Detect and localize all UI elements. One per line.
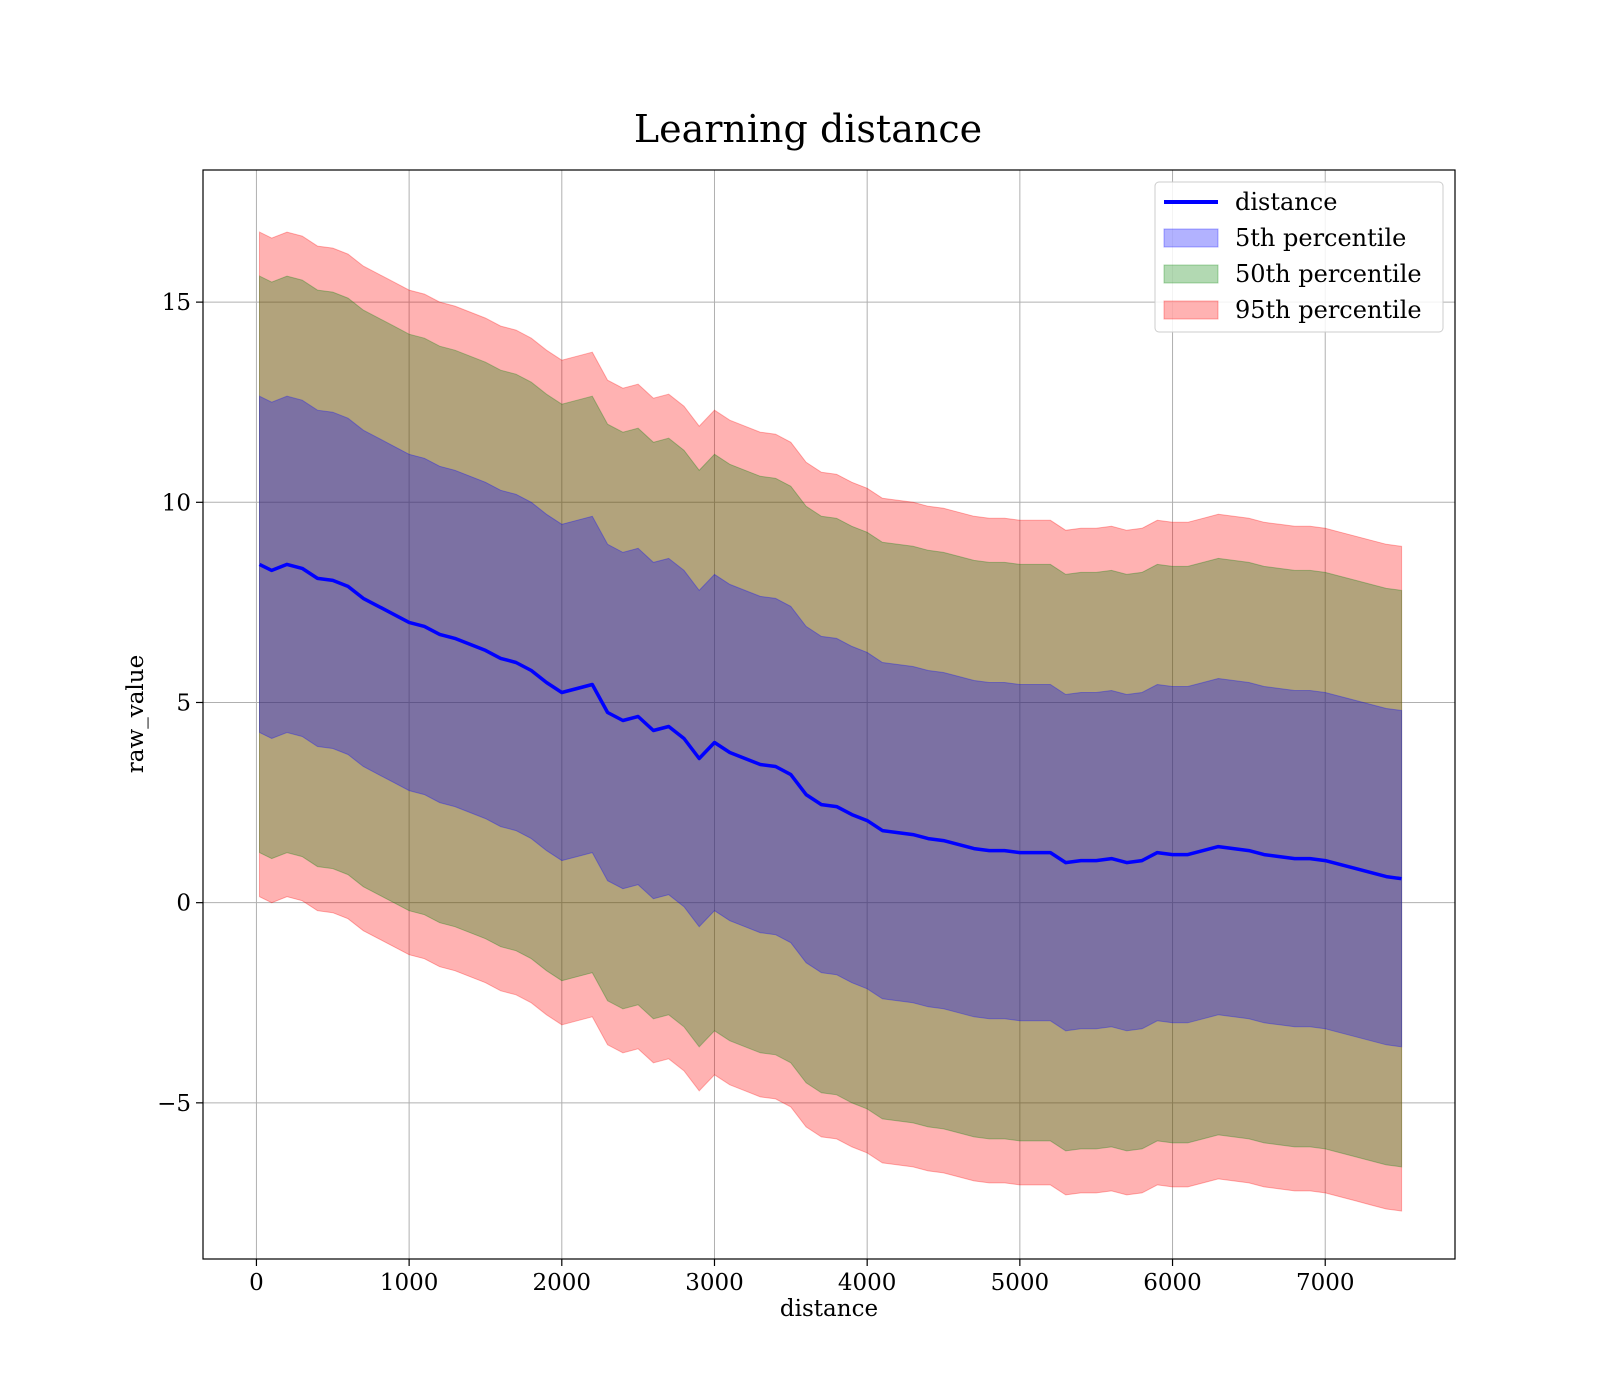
- x-tick-label: 3000: [685, 1270, 744, 1296]
- y-tick-label: 15: [162, 290, 191, 316]
- legend-50th-swatch: [1163, 264, 1219, 284]
- legend-box: [1154, 181, 1444, 333]
- legend-50th-label: 50th percentile: [1235, 260, 1422, 288]
- x-tick-label: 7000: [1296, 1270, 1355, 1296]
- legend-5th-label: 5th percentile: [1235, 224, 1406, 252]
- chart-title: Learning distance: [634, 107, 982, 151]
- y-tick-label: −5: [157, 1091, 191, 1117]
- distance-line: [258, 562, 1402, 881]
- legend-distance-label: distance: [1235, 188, 1337, 216]
- legend-95th-label: 95th percentile: [1235, 296, 1422, 324]
- y-axis-label: raw_value: [123, 655, 149, 773]
- x-tick-label: 4000: [838, 1270, 897, 1296]
- percentile-bands: [259, 231, 1403, 1212]
- y-tick-label: 5: [176, 690, 191, 716]
- y-tick-label: 10: [162, 490, 191, 516]
- plot-area-frame: [202, 169, 1456, 1260]
- x-tick-label: 5000: [991, 1270, 1050, 1296]
- x-tick-label: 1000: [380, 1270, 439, 1296]
- x-tick-label: 0: [249, 1270, 264, 1296]
- band-50th-percentile: [259, 275, 1403, 1168]
- x-axis-label: distance: [780, 1296, 878, 1322]
- x-tick-label: 6000: [1143, 1270, 1202, 1296]
- distance-line-layer: [258, 562, 1402, 881]
- x-tick-label: 2000: [533, 1270, 592, 1296]
- legend: distance 5th percentile 50th percentile …: [1154, 181, 1444, 333]
- grid-lines: [203, 170, 1455, 1259]
- band-95th-percentile: [259, 231, 1403, 1212]
- legend-95th-swatch: [1163, 300, 1219, 320]
- y-tick-label: 0: [176, 891, 191, 917]
- legend-5th-swatch: [1163, 228, 1219, 248]
- axis-ticks: 0 1000 2000 3000 4000 5000 6000 7000 −5 0 5 10 15: [157, 290, 1354, 1296]
- band-5th-percentile: [259, 395, 1403, 1048]
